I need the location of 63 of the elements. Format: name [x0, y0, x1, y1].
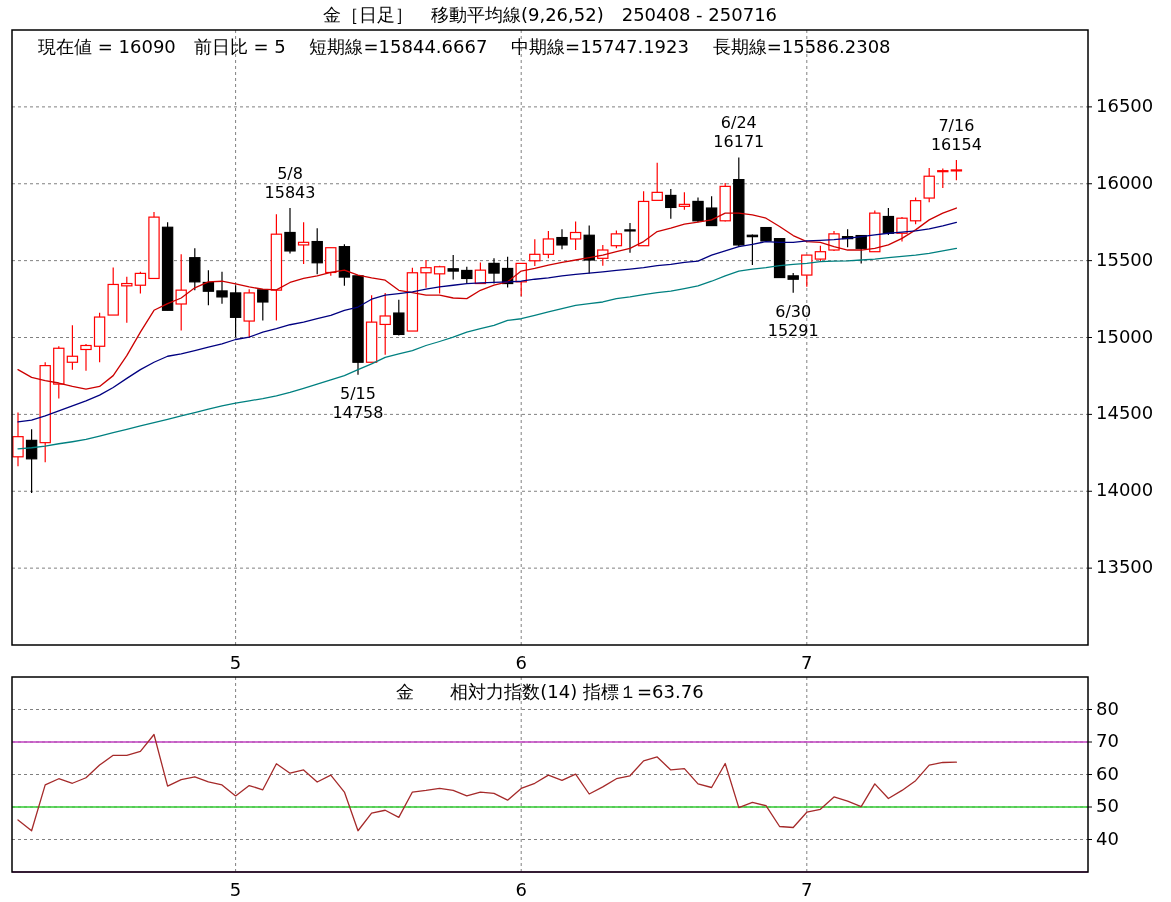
y-tick-label: 16000 — [1096, 171, 1154, 193]
y-tick-label: 80 — [1096, 697, 1119, 719]
chart-title: 金［日足］ 移動平均線(9,26,52) 250408 - 250716 — [322, 4, 778, 25]
x-tick-label: 6 — [515, 879, 527, 900]
x-tick-label: 5 — [229, 652, 242, 673]
candlestick — [950, 159, 963, 181]
annotation: 7/16 16154 — [930, 116, 982, 155]
y-tick-label: 60 — [1096, 762, 1119, 784]
candlestick — [80, 343, 92, 372]
candlestick — [855, 234, 867, 264]
candlestick — [420, 259, 432, 289]
candlestick — [134, 271, 147, 295]
annotation: 5/8 15843 — [264, 163, 316, 202]
candlestick — [379, 292, 391, 356]
candlestick — [488, 257, 500, 285]
candlestick — [651, 162, 663, 201]
candlestick — [529, 238, 541, 267]
candlestick — [12, 411, 24, 467]
candlestick — [202, 269, 215, 306]
candlestick — [284, 207, 296, 254]
annotation: 6/24 16171 — [713, 113, 765, 152]
chart-title: 金 相対力指数(14) 指標１=63.76 — [396, 681, 704, 702]
candlestick — [556, 228, 568, 250]
candlestick — [121, 276, 133, 324]
annotation: 6/30 15291 — [767, 301, 819, 340]
x-tick-label: 5 — [229, 879, 242, 900]
y-tick-label: 70 — [1096, 730, 1119, 751]
y-tick-label: 15000 — [1096, 325, 1154, 347]
y-tick-label: 14000 — [1096, 479, 1154, 501]
candlestick — [433, 265, 446, 295]
candlestick — [297, 221, 310, 265]
candlestick — [542, 230, 555, 259]
candlestick — [311, 227, 323, 275]
candlestick — [66, 324, 79, 371]
x-tick-label: 7 — [801, 652, 813, 673]
candlestick — [624, 222, 636, 254]
candlestick — [937, 167, 949, 189]
x-tick-label: 7 — [801, 879, 813, 900]
candlestick — [705, 195, 718, 227]
y-tick-label: 13500 — [1096, 556, 1154, 578]
x-tick-label: 6 — [515, 652, 527, 673]
chart-subtitle: 現在値 = 16090 前日比 = 5 短期線=15844.6667 中期線=15747.1923 長期線=15586.2308 — [38, 36, 891, 57]
y-tick-label: 14500 — [1096, 402, 1154, 424]
candlestick — [216, 271, 228, 305]
y-tick-label: 16500 — [1096, 94, 1154, 116]
candlestick — [257, 288, 269, 322]
candlestick — [692, 196, 704, 223]
candlestick — [801, 254, 813, 288]
candlestick — [882, 207, 895, 236]
candlestick — [787, 272, 799, 294]
y-tick-label: 15500 — [1096, 248, 1154, 270]
candlestick — [569, 220, 582, 251]
annotation: 5/15 14758 — [332, 383, 384, 422]
candlestick — [665, 188, 677, 220]
y-tick-label: 50 — [1096, 795, 1119, 816]
candlestick — [923, 167, 935, 203]
candlestick — [393, 299, 405, 337]
candlestick — [896, 216, 908, 243]
candlestick — [175, 253, 187, 332]
candlestick — [447, 254, 459, 281]
line-series — [17, 733, 958, 832]
y-tick-label: 40 — [1096, 827, 1119, 849]
candlestick — [909, 196, 922, 225]
